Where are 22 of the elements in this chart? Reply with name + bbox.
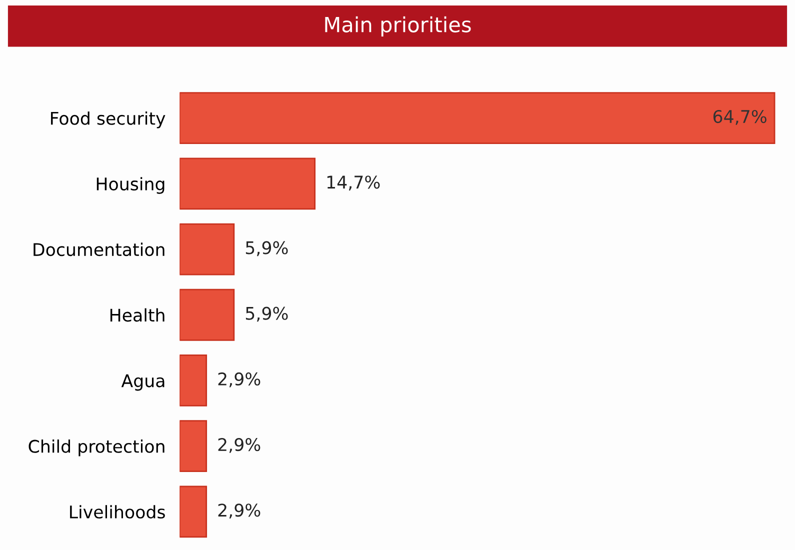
data-label: 5,9% (246, 306, 288, 322)
data-label: 5,9% (246, 241, 288, 256)
chart-title: Main priorities (325, 16, 471, 36)
y-tick-label: Documentation (34, 242, 164, 256)
bar (180, 158, 316, 210)
bar (180, 420, 208, 472)
data-label: 2,9% (218, 372, 260, 388)
bar (180, 486, 208, 538)
bar (180, 223, 235, 276)
data-label: 2,9% (218, 438, 260, 453)
data-label: 14,7% (327, 176, 380, 190)
bar (180, 354, 208, 406)
bar (180, 288, 235, 341)
y-tick-label: Child protection (28, 439, 164, 456)
data-label: 2,9% (218, 504, 260, 519)
y-tick-label: Livelihoods (70, 505, 165, 519)
data-label: 64,7% (713, 110, 766, 125)
y-tick-label: Food security (51, 111, 166, 128)
y-tick-label: Health (110, 308, 164, 322)
bar (180, 92, 776, 144)
y-tick-label: Housing (96, 177, 164, 194)
y-tick-label: Agua (121, 374, 164, 391)
